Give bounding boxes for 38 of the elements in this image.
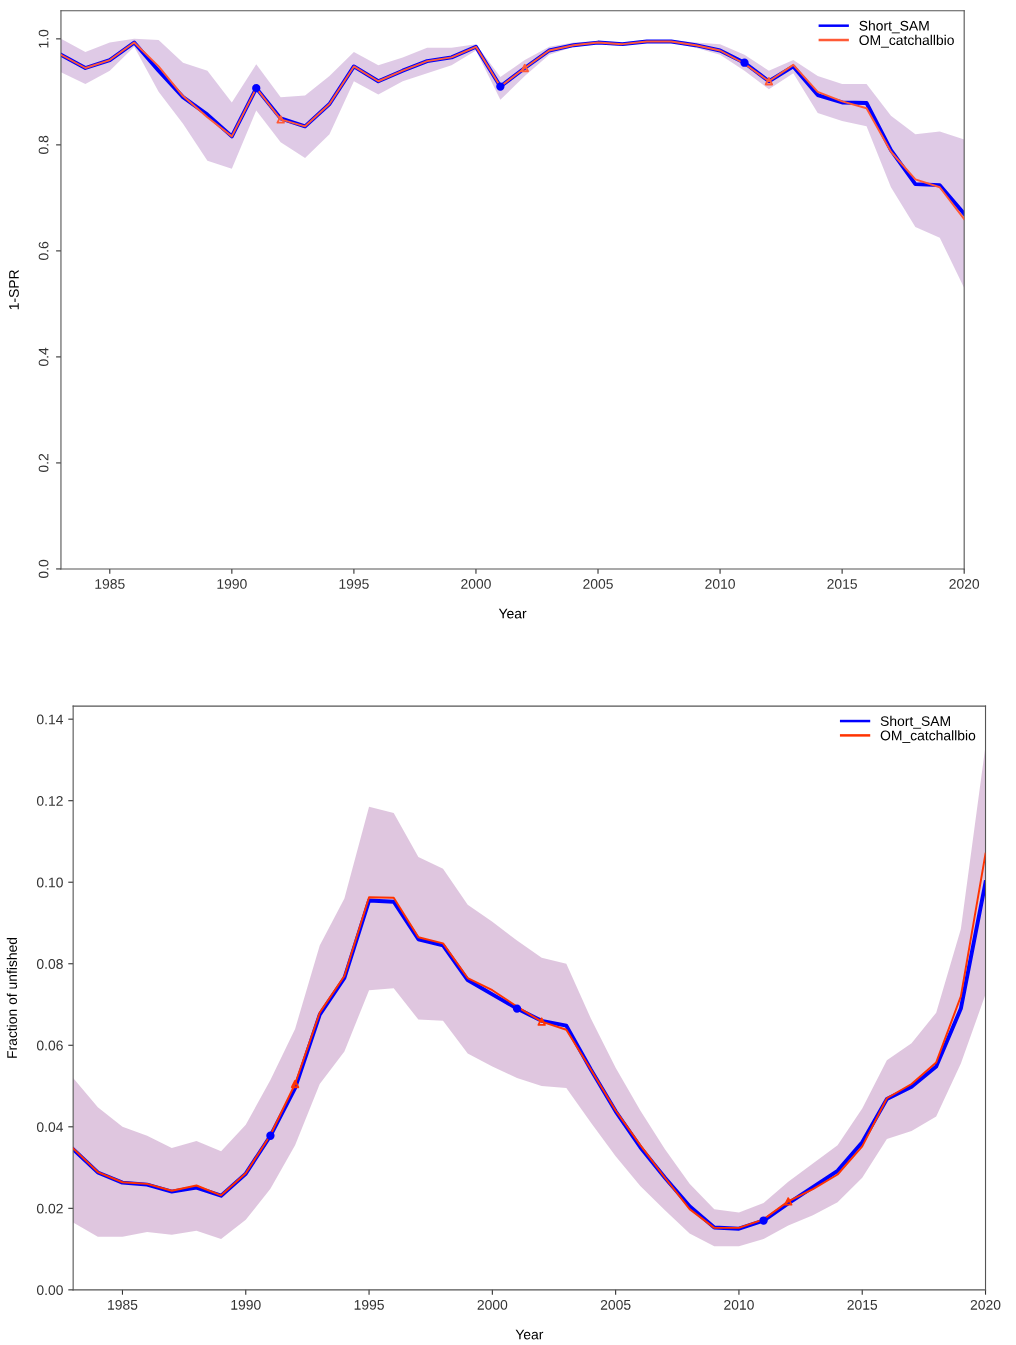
- y-axis-title: Fraction of unfished: [6, 937, 17, 1058]
- y-axis-title: 1-SPR: [9, 270, 19, 310]
- y-tick-label: 0.00: [36, 1285, 63, 1296]
- x-tick-label: 2020: [970, 1299, 1001, 1310]
- x-tick-label: 2015: [847, 1299, 878, 1310]
- x-tick-label: 1995: [339, 579, 369, 589]
- x-axis-title: Year: [515, 1329, 544, 1340]
- y-tick-label: 0.08: [36, 959, 63, 969]
- x-tick-label: 1995: [354, 1299, 384, 1310]
- x-tick-label: 2020: [949, 579, 980, 589]
- y-tick-label: 0.6: [38, 241, 49, 260]
- y-tick-label: 0.0: [38, 559, 49, 579]
- legend-label: Short_SAM: [859, 20, 929, 34]
- y-tick-label: 0.02: [36, 1203, 63, 1214]
- y-tick-label: 0.14: [36, 714, 64, 725]
- legend-label: OM_catchallbio: [880, 730, 976, 744]
- legend-label: OM_catchallbio: [859, 34, 954, 48]
- x-tick-label: 1990: [231, 1299, 261, 1310]
- y-tick-label: 0.12: [36, 796, 63, 806]
- y-tick-label: 1.0: [38, 29, 49, 48]
- x-tick-label: 2005: [600, 1299, 631, 1310]
- x-tick-label: 1985: [108, 1299, 138, 1310]
- x-axis-title: Year: [498, 608, 527, 619]
- y-tick-label: 0.10: [36, 877, 63, 888]
- x-tick-label: 1990: [217, 579, 247, 589]
- y-tick-label: 0.2: [38, 453, 49, 473]
- x-tick-label: 2010: [724, 1299, 754, 1310]
- y-tick-label: 0.04: [36, 1122, 64, 1132]
- x-tick-label: 1985: [95, 579, 125, 589]
- legend-label: Short_SAM: [880, 715, 950, 729]
- x-tick-label: 2005: [583, 579, 613, 589]
- y-tick-label: 0.4: [38, 347, 49, 367]
- y-tick-label: 0.8: [38, 135, 49, 154]
- x-tick-label: 2015: [827, 579, 857, 589]
- y-tick-label: 0.06: [36, 1040, 63, 1051]
- x-tick-label: 2000: [477, 1299, 508, 1310]
- x-tick-label: 2010: [705, 579, 735, 589]
- x-tick-label: 2000: [461, 579, 491, 589]
